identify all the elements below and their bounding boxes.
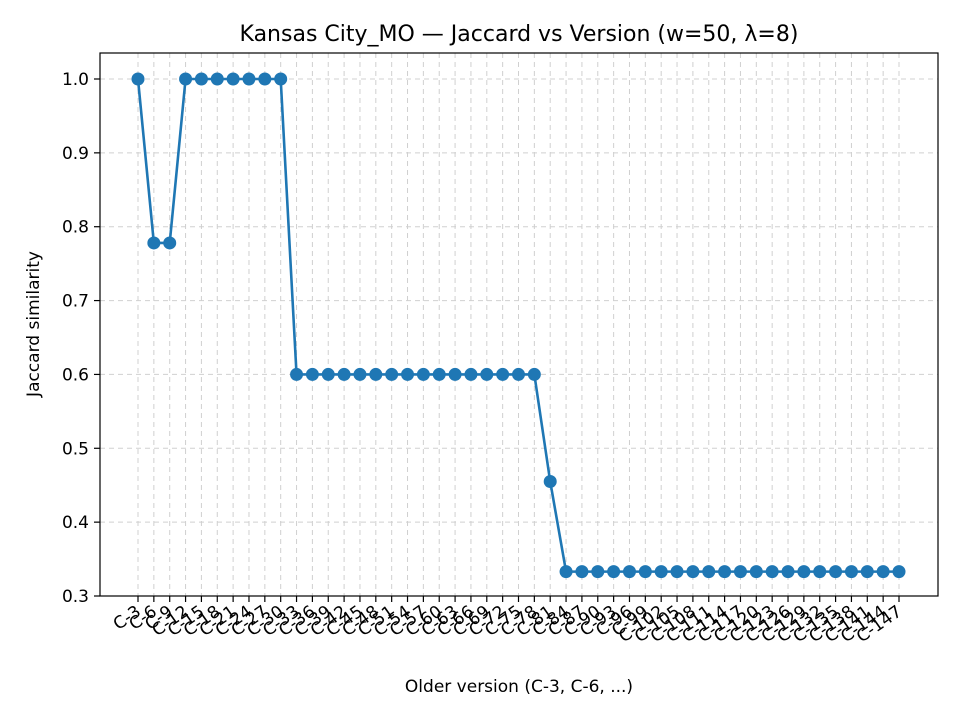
- data-point: [274, 72, 288, 86]
- y-tick-label: 0.4: [62, 513, 89, 533]
- data-point: [670, 565, 684, 579]
- data-point: [401, 367, 415, 381]
- data-point: [194, 72, 208, 86]
- y-tick-label: 0.9: [62, 144, 89, 164]
- x-axis: C-3C-6C-9C-12C-15C-18C-21C-24C-27C-30C-3…: [110, 596, 906, 647]
- data-point: [131, 72, 145, 86]
- chart-title: Kansas City_MO — Jaccard vs Version (w=5…: [240, 22, 799, 47]
- data-point: [622, 565, 636, 579]
- y-tick-label: 0.3: [62, 587, 89, 607]
- data-point: [385, 367, 399, 381]
- y-tick-label: 0.6: [62, 365, 89, 385]
- y-tick-label: 0.7: [62, 292, 89, 312]
- data-point: [686, 565, 700, 579]
- data-point: [749, 565, 763, 579]
- data-point: [543, 475, 557, 489]
- data-point: [559, 565, 573, 579]
- data-point: [179, 72, 193, 86]
- data-point: [353, 367, 367, 381]
- data-point: [607, 565, 621, 579]
- y-axis: 0.3 0.4 0.5 0.6 0.7 0.8 0.9 1.0: [62, 70, 100, 607]
- data-point: [480, 367, 494, 381]
- data-point: [369, 367, 383, 381]
- data-point: [876, 565, 890, 579]
- data-point: [733, 565, 747, 579]
- data-points: [131, 72, 906, 579]
- data-point: [892, 565, 906, 579]
- data-point: [797, 565, 811, 579]
- data-point: [829, 565, 843, 579]
- data-point: [464, 367, 478, 381]
- data-point: [844, 565, 858, 579]
- y-tick-label: 0.8: [62, 218, 89, 238]
- data-point: [321, 367, 335, 381]
- data-point: [242, 72, 256, 86]
- data-point: [416, 367, 430, 381]
- y-tick-label: 1.0: [62, 70, 89, 90]
- data-point: [813, 565, 827, 579]
- y-tick-label: 0.5: [62, 439, 89, 459]
- data-point: [226, 72, 240, 86]
- data-point: [290, 367, 304, 381]
- data-point: [765, 565, 779, 579]
- data-point: [448, 367, 462, 381]
- data-point: [638, 565, 652, 579]
- data-point: [163, 236, 177, 250]
- grid: [100, 53, 938, 597]
- data-point: [147, 236, 161, 250]
- data-point: [337, 367, 351, 381]
- y-axis-label: Jaccard similarity: [24, 251, 44, 398]
- data-point: [702, 565, 716, 579]
- data-point: [258, 72, 272, 86]
- data-point: [718, 565, 732, 579]
- data-point: [496, 367, 510, 381]
- data-point: [654, 565, 668, 579]
- data-point: [305, 367, 319, 381]
- data-point: [432, 367, 446, 381]
- data-point: [575, 565, 589, 579]
- data-point: [210, 72, 224, 86]
- data-point: [512, 367, 525, 381]
- data-point: [781, 565, 795, 579]
- data-point: [860, 565, 874, 579]
- data-point: [527, 367, 541, 381]
- data-point: [591, 565, 605, 579]
- x-axis-label: Older version (C-3, C-6, ...): [405, 677, 633, 697]
